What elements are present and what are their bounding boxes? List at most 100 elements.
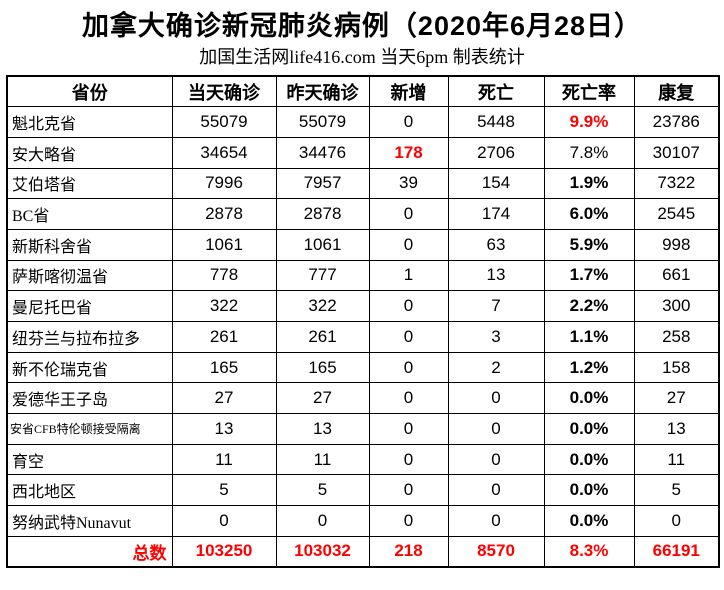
cell-today: 7996 xyxy=(171,167,277,200)
table-body: 魁北克省 55079 55079 0 5448 9.9% 23786 安大略省 34654 344… xyxy=(6,106,720,568)
cell-yesterday: 165 xyxy=(275,351,370,384)
cell-province: 新斯科舍省 xyxy=(6,228,173,261)
cell-yesterday: 13 xyxy=(275,413,370,445)
cell-death_rate: 1.1% xyxy=(543,321,635,353)
column-header-1: 当天确诊 xyxy=(171,75,277,108)
table-row: 新斯科舍省 1061 1061 0 63 5.9% 998 xyxy=(6,228,720,261)
total-row: 总数 103250 103032 218 8570 8.3% 66191 xyxy=(6,535,720,568)
cell-yesterday: 2878 xyxy=(275,198,370,230)
cell-deaths: 63 xyxy=(447,228,545,261)
cell-yesterday: 322 xyxy=(275,290,370,322)
cell-province: 育空 xyxy=(6,443,173,476)
cell-new_cases: 1 xyxy=(368,259,449,292)
table-row: 新不伦瑞克省 165 165 0 2 1.2% 158 xyxy=(6,351,720,384)
cell-province: 安大略省 xyxy=(6,136,173,169)
table-row: 曼尼托巴省 322 322 0 7 2.2% 300 xyxy=(6,290,720,322)
cell-new_cases: 0 xyxy=(368,198,449,230)
cell-province: 萨斯喀彻温省 xyxy=(6,259,173,292)
total-death_rate: 8.3% xyxy=(543,535,635,568)
cell-yesterday: 5 xyxy=(275,474,370,507)
table-row: 魁北克省 55079 55079 0 5448 9.9% 23786 xyxy=(6,106,720,138)
cell-new_cases: 0 xyxy=(368,351,449,384)
cell-new_cases: 0 xyxy=(368,474,449,507)
cell-yesterday: 777 xyxy=(275,259,370,292)
table-row: 育空 11 11 0 0 0.0% 11 xyxy=(6,443,720,476)
cell-death_rate: 1.9% xyxy=(543,167,635,200)
table-row: 艾伯塔省 7996 7957 39 154 1.9% 7322 xyxy=(6,167,720,200)
cell-recovered: 5 xyxy=(633,474,720,507)
cell-death_rate: 0.0% xyxy=(543,382,635,415)
cell-recovered: 27 xyxy=(633,382,720,415)
cell-today: 0 xyxy=(171,505,277,537)
cell-recovered: 23786 xyxy=(633,106,720,138)
cell-recovered: 300 xyxy=(633,290,720,322)
total-deaths: 8570 xyxy=(447,535,545,568)
cell-death_rate: 5.9% xyxy=(543,228,635,261)
cell-deaths: 0 xyxy=(447,413,545,445)
cell-deaths: 2706 xyxy=(447,136,545,169)
cell-death_rate: 2.2% xyxy=(543,290,635,322)
cell-province: 西北地区 xyxy=(6,474,173,507)
cell-deaths: 174 xyxy=(447,198,545,230)
cell-yesterday: 261 xyxy=(275,321,370,353)
table-row: 爱德华王子岛 27 27 0 0 0.0% 27 xyxy=(6,382,720,415)
total-label: 总数 xyxy=(6,535,173,568)
table-row: 安省CFB特伦顿接受隔离 13 13 0 0 0.0% 13 xyxy=(6,413,720,445)
cell-recovered: 258 xyxy=(633,321,720,353)
cell-new_cases: 0 xyxy=(368,106,449,138)
cell-deaths: 3 xyxy=(447,321,545,353)
cell-deaths: 0 xyxy=(447,443,545,476)
table-row: 安大略省 34654 34476 178 2706 7.8% 30107 xyxy=(6,136,720,169)
total-new_cases: 218 xyxy=(368,535,449,568)
page-title: 加拿大确诊新冠肺炎病例（2020年6月28日） xyxy=(81,11,643,41)
covid-table: 省份 当天确诊 昨天确诊 新增 死亡 死亡率 康复 魁北克省 55079 55079 0 5448 9… xyxy=(6,75,720,568)
cell-recovered: 13 xyxy=(633,413,720,445)
cell-deaths: 13 xyxy=(447,259,545,292)
cell-new_cases: 39 xyxy=(368,167,449,200)
table-row: 努纳武特Nunavut 0 0 0 0 0.0% 0 xyxy=(6,505,720,537)
cell-recovered: 998 xyxy=(633,228,720,261)
cell-recovered: 158 xyxy=(633,351,720,384)
cell-new_cases: 0 xyxy=(368,228,449,261)
cell-death_rate: 0.0% xyxy=(543,505,635,537)
cell-death_rate: 0.0% xyxy=(543,443,635,476)
column-header-0: 省份 xyxy=(6,75,173,108)
cell-province: 纽芬兰与拉布拉多 xyxy=(6,321,173,353)
cell-today: 5 xyxy=(171,474,277,507)
cell-today: 13 xyxy=(171,413,277,445)
cell-new_cases: 0 xyxy=(368,443,449,476)
cell-death_rate: 6.0% xyxy=(543,198,635,230)
cell-new_cases: 0 xyxy=(368,382,449,415)
cell-province: 努纳武特Nunavut xyxy=(6,505,173,537)
table-row: BC省 2878 2878 0 174 6.0% 2545 xyxy=(6,198,720,230)
column-header-3: 新增 xyxy=(368,75,449,108)
column-header-5: 死亡率 xyxy=(543,75,635,108)
cell-death_rate: 1.7% xyxy=(543,259,635,292)
cell-recovered: 11 xyxy=(633,443,720,476)
table-header-row: 省份 当天确诊 昨天确诊 新增 死亡 死亡率 康复 xyxy=(6,75,720,108)
cell-death_rate: 7.8% xyxy=(543,136,635,169)
cell-recovered: 2545 xyxy=(633,198,720,230)
cell-yesterday: 27 xyxy=(275,382,370,415)
cell-recovered: 7322 xyxy=(633,167,720,200)
cell-deaths: 154 xyxy=(447,167,545,200)
cell-death_rate: 0.0% xyxy=(543,474,635,507)
cell-deaths: 0 xyxy=(447,382,545,415)
cell-deaths: 0 xyxy=(447,505,545,537)
table-row: 纽芬兰与拉布拉多 261 261 0 3 1.1% 258 xyxy=(6,321,720,353)
cell-deaths: 5448 xyxy=(447,106,545,138)
cell-province: 新不伦瑞克省 xyxy=(6,351,173,384)
cell-yesterday: 11 xyxy=(275,443,370,476)
table-row: 萨斯喀彻温省 778 777 1 13 1.7% 661 xyxy=(6,259,720,292)
cell-death_rate: 9.9% xyxy=(543,106,635,138)
cell-today: 1061 xyxy=(171,228,277,261)
total-today: 103250 xyxy=(171,535,277,568)
cell-province: BC省 xyxy=(6,198,173,230)
cell-new_cases: 0 xyxy=(368,505,449,537)
cell-today: 2878 xyxy=(171,198,277,230)
cell-province: 魁北克省 xyxy=(6,106,173,138)
cell-new_cases: 178 xyxy=(368,136,449,169)
cell-new_cases: 0 xyxy=(368,413,449,445)
cell-yesterday: 55079 xyxy=(275,106,370,138)
cell-yesterday: 34476 xyxy=(275,136,370,169)
